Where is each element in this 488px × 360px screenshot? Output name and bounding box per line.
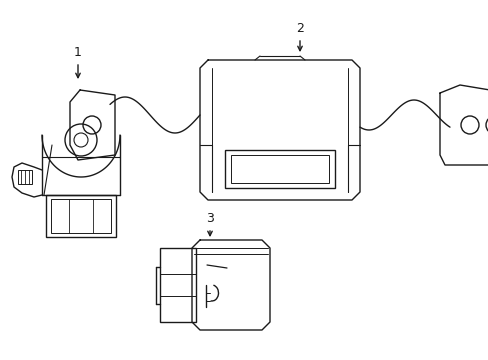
Bar xyxy=(160,248,196,322)
Bar xyxy=(51,199,111,233)
Bar xyxy=(224,150,334,188)
Bar xyxy=(18,170,32,184)
Bar xyxy=(230,155,328,183)
Text: 2: 2 xyxy=(295,22,304,35)
Bar xyxy=(46,195,116,237)
Text: 1: 1 xyxy=(74,45,82,58)
Text: 3: 3 xyxy=(205,211,214,225)
